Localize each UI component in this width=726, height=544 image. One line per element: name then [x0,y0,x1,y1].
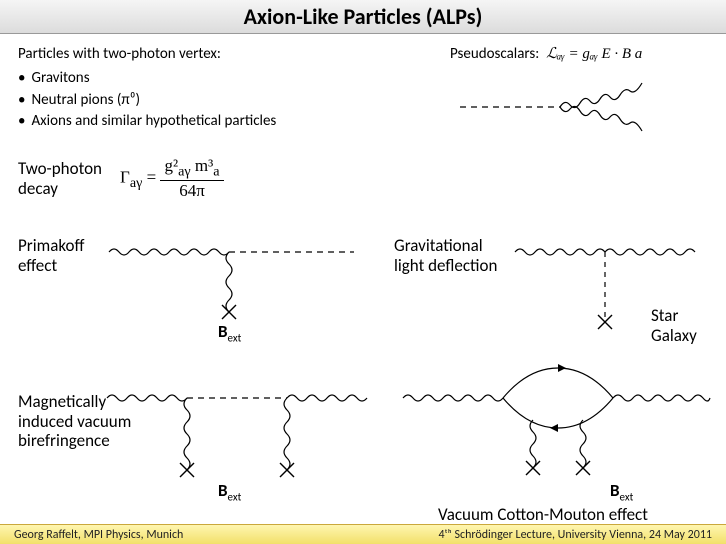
grav-label: Gravitational light deflection [394,236,497,275]
primakoff-diagram [104,232,374,332]
bullet-2: •Neutral pions (π⁰) [18,90,276,112]
top-row: Particles with two-photon vertex: •Gravi… [18,44,708,147]
bext-birefringence: Bext [218,480,241,503]
primakoff-label: Primakoff effect [18,236,84,275]
footer-left: Georg Raffelt, MPI Physics, Munich [14,528,183,542]
bext-primakoff: Bext [218,321,241,344]
content-area: Particles with two-photon vertex: •Gravi… [0,38,726,522]
star-galaxy-label: Star Galaxy [651,306,697,345]
cotton-mouton-diagram [398,358,718,488]
two-photon-label: Two-photon decay [18,159,102,198]
bullet-list: Particles with two-photon vertex: •Gravi… [18,44,276,147]
bext-cotton-mouton: Bext [610,480,633,503]
footer-bar: Georg Raffelt, MPI Physics, Munich 4ᵗʰ S… [0,524,726,544]
two-photon-row: Two-photon decay Γaγ = g²aγ m³a64π [18,156,224,201]
bullet-1: •Gravitons [18,68,276,90]
pseudoscalar-block: Pseudoscalars: ℒₐᵧ = gₐᵧ E · B a [450,44,700,147]
vertex-diagram [450,67,700,147]
page-title: Axion-Like Particles (ALPs) [244,3,483,30]
bullet-3: •Axions and similar hypothetical particl… [18,111,276,133]
title-bar: Axion-Like Particles (ALPs) [0,0,726,34]
vcm-label: Vacuum Cotton-Mouton effect [438,504,648,525]
bullets-header: Particles with two-photon vertex: [18,44,276,66]
primakoff-row: Primakoff effect [18,236,84,275]
decay-formula: Γaγ = g²aγ m³a64π [120,156,224,201]
footer-right: 4ᵗʰ Schrödinger Lecture, University Vien… [439,528,712,542]
birefringence-diagram [102,368,392,488]
pseudoscalar-text: Pseudoscalars: ℒₐᵧ = gₐᵧ E · B a [450,44,642,63]
